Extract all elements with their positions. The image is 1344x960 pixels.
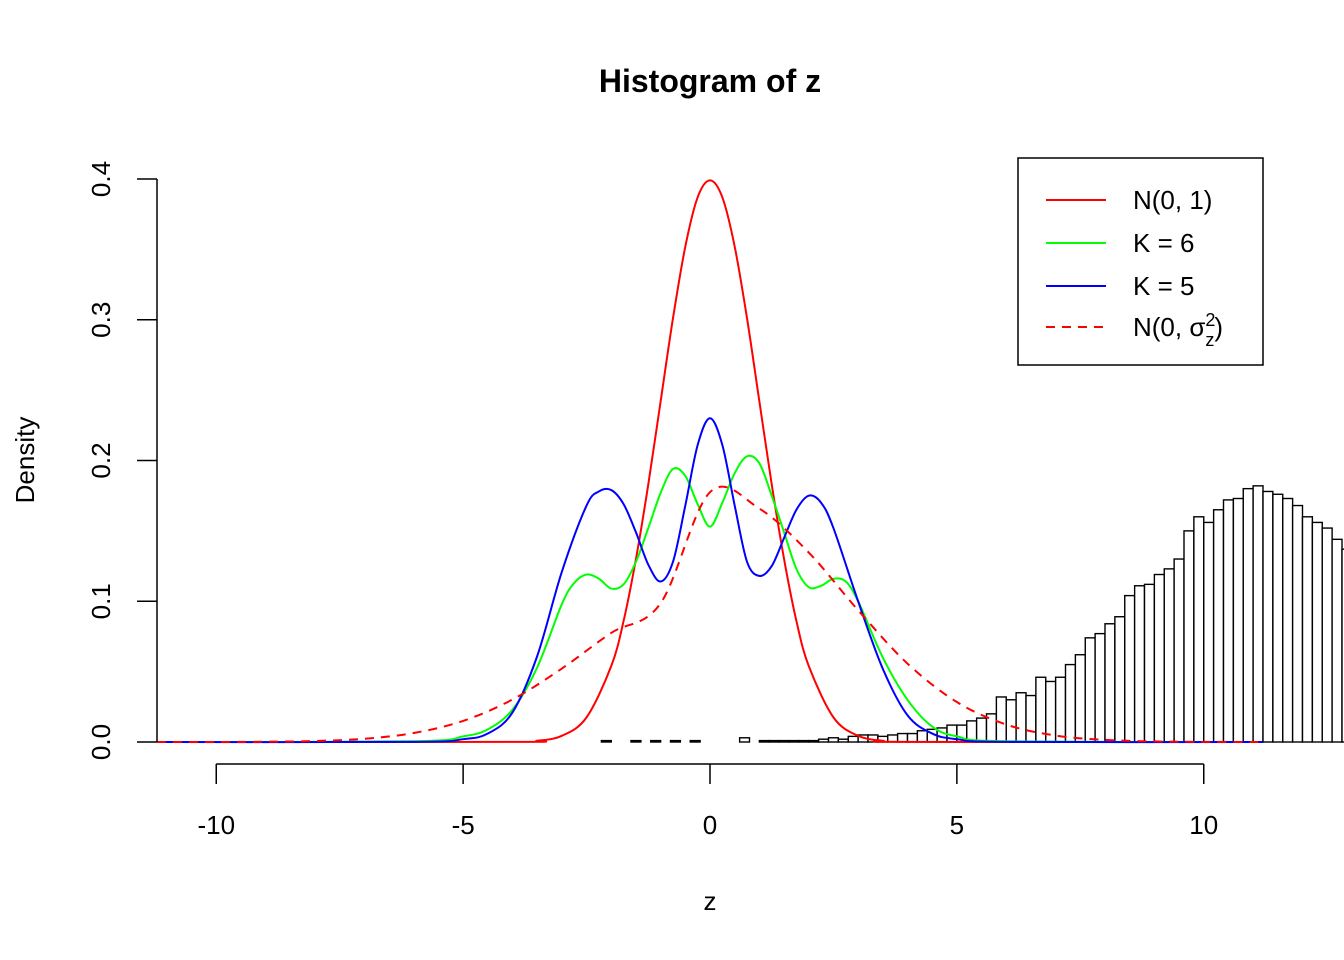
histogram-bar	[1341, 548, 1344, 743]
legend-box	[1017, 157, 1264, 366]
histogram-bar	[738, 737, 751, 743]
histogram-bar	[1005, 699, 1017, 743]
x-axis-label: z	[704, 886, 717, 916]
x-tick-label: 5	[950, 810, 964, 840]
histogram-bar	[1222, 499, 1235, 743]
histogram-bar	[778, 739, 790, 743]
histogram-bar	[1133, 585, 1146, 743]
y-tick-label: 0.1	[86, 583, 116, 619]
histogram-bar	[1054, 676, 1067, 743]
x-axis: -10 -5 0 5 10	[197, 763, 1218, 840]
histogram-bar	[1124, 594, 1136, 743]
histogram-bar	[837, 738, 849, 743]
histogram-bar	[847, 735, 859, 743]
histogram-bar	[630, 739, 642, 743]
y-axis-label: Density	[10, 417, 40, 504]
histogram-bar	[1203, 521, 1215, 743]
histogram-bar	[1272, 493, 1284, 743]
histogram-bars	[600, 485, 1344, 743]
histogram-bar	[788, 739, 800, 743]
y-tick-label: 0.0	[86, 724, 116, 760]
histogram-bar	[995, 696, 1007, 743]
histogram-bar	[798, 739, 810, 743]
histogram-bar	[1114, 616, 1126, 743]
chart-title: Histogram of z	[599, 63, 821, 99]
legend-label: K = 6	[1133, 228, 1194, 258]
histogram-bar	[600, 739, 612, 743]
y-axis: 0.0 0.1 0.2 0.3 0.4	[86, 161, 158, 760]
histogram-bar	[1291, 504, 1304, 743]
histogram-bar	[916, 730, 928, 743]
histogram-bar	[1282, 497, 1294, 743]
histogram-bar	[1252, 485, 1264, 743]
histogram-bar	[808, 739, 820, 743]
histogram-bar	[1163, 568, 1175, 743]
histogram-bar	[689, 739, 701, 743]
histogram-bar	[1262, 490, 1274, 743]
histogram-bar	[1084, 637, 1096, 743]
histogram-bar	[1242, 487, 1254, 743]
histogram-bar	[1193, 516, 1205, 743]
k5-curve	[156, 417, 1264, 744]
histogram-bar	[1025, 694, 1037, 743]
histogram-bar	[650, 739, 662, 743]
histogram-bar	[817, 738, 830, 743]
histogram-bar	[1094, 632, 1106, 743]
legend-label: N(0, σ2 z)	[1133, 310, 1223, 350]
histogram-bar	[1015, 692, 1027, 743]
legend-label: K = 5	[1133, 271, 1194, 301]
histogram-bar	[1321, 527, 1333, 743]
y-tick-label: 0.2	[86, 442, 116, 478]
histogram-bar	[906, 732, 919, 743]
histogram-bar	[1183, 530, 1195, 743]
y-tick-label: 0.4	[86, 161, 116, 197]
histogram-bar	[1331, 538, 1343, 743]
x-tick-label: 0	[703, 810, 717, 840]
histogram-bar	[1301, 516, 1314, 743]
y-tick-label: 0.3	[86, 302, 116, 338]
histogram-bar	[1045, 680, 1057, 743]
legend: N(0, 1) K = 6 K = 5 N(0, σ2 z)	[1017, 157, 1264, 366]
histogram-bar	[1035, 676, 1047, 743]
histogram-bar	[1074, 654, 1086, 743]
k6-curve	[156, 454, 1264, 743]
legend-label: N(0, 1)	[1133, 185, 1212, 215]
histogram-bar	[758, 739, 770, 743]
histogram-bar	[1153, 573, 1165, 743]
x-tick-label: -10	[197, 810, 235, 840]
histogram-bar	[1212, 509, 1225, 743]
x-tick-label: 10	[1189, 810, 1218, 840]
histogram-bar	[1064, 663, 1077, 743]
histogram-bar	[1143, 583, 1156, 743]
density-curves	[156, 179, 1264, 744]
histogram-bar	[1173, 558, 1185, 743]
histogram-bar	[768, 739, 780, 743]
normal-01-curve	[156, 179, 1264, 744]
histogram-bar	[669, 739, 682, 743]
histogram-bar	[1232, 497, 1244, 743]
histogram-bar	[896, 732, 909, 743]
normal-sigma-curve	[156, 485, 1264, 744]
histogram-bar	[827, 737, 840, 743]
x-tick-label: -5	[452, 810, 475, 840]
histogram-bar	[975, 717, 988, 743]
histogram-bar	[1104, 623, 1116, 743]
histogram-bar	[1311, 521, 1323, 743]
